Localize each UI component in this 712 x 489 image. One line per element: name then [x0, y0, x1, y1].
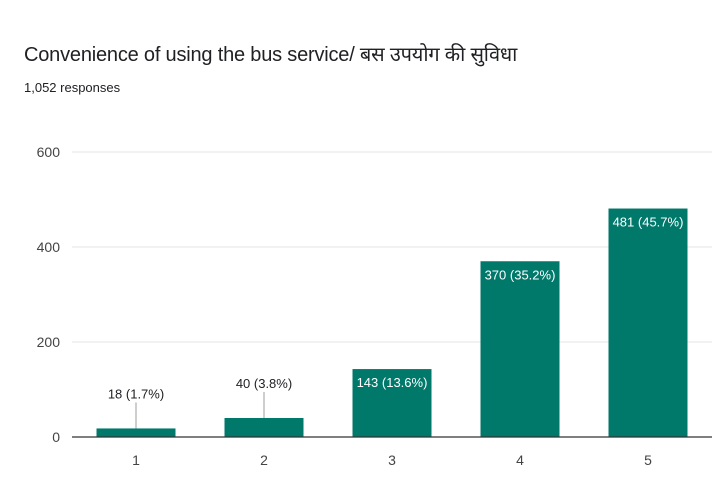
- bar-2: [224, 418, 304, 437]
- bar-1: [96, 428, 176, 437]
- response-count: 1,052 responses: [24, 80, 121, 95]
- bar-3: [352, 369, 432, 437]
- bar-4: [480, 261, 560, 437]
- y-tick-label: 400: [37, 239, 61, 255]
- data-label: 370 (35.2%): [485, 267, 556, 282]
- y-tick-label: 200: [37, 334, 61, 350]
- x-tick-label: 1: [132, 452, 140, 468]
- x-tick-label: 4: [516, 452, 524, 468]
- data-label: 143 (13.6%): [357, 375, 428, 390]
- data-label: 40 (3.8%): [236, 376, 292, 391]
- y-tick-label: 600: [37, 144, 61, 160]
- x-tick-label: 5: [644, 452, 652, 468]
- y-tick-label: 0: [52, 429, 60, 445]
- data-label: 18 (1.7%): [108, 386, 164, 401]
- bar-5: [608, 208, 688, 437]
- data-label: 481 (45.7%): [613, 215, 684, 230]
- chart-title: Convenience of using the bus service/ बस…: [24, 44, 518, 66]
- x-tick-label: 2: [260, 452, 268, 468]
- x-tick-label: 3: [388, 452, 396, 468]
